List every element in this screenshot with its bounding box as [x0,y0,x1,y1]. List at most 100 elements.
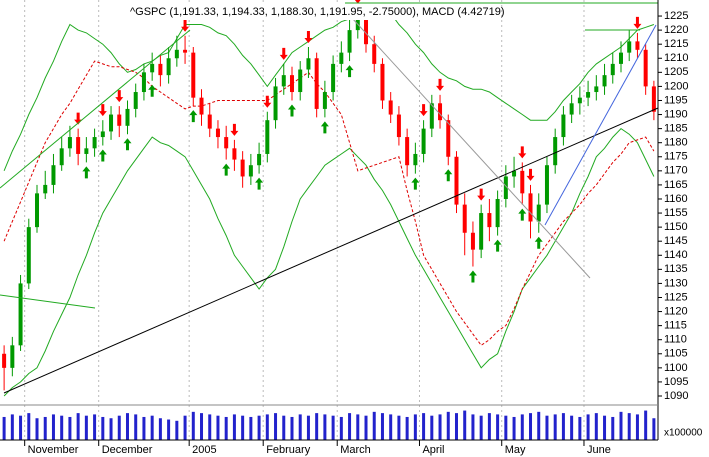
x-tick-label: December [102,444,153,456]
marks-layer [2,0,656,440]
candle-body [372,44,377,64]
volume-bar [60,415,64,440]
candle-body [569,103,574,115]
volume-bar [101,416,105,440]
candle-body [92,137,97,149]
candle-body [174,49,179,59]
buy-arrow [320,121,329,134]
volume-bar [84,415,88,440]
candle-body [602,75,607,87]
indicator-line [3,127,655,397]
volume-bar [380,413,384,440]
x-tick-label: February [266,444,311,456]
volume-bar [68,416,72,440]
y-tick-label: 1130 [664,277,688,289]
candle-body [158,63,163,76]
x-tick-label: June [587,444,611,456]
candle-body [586,92,591,98]
indicator-line [3,7,655,171]
candle-body [183,49,188,53]
candle-body [487,213,492,228]
volume-bar [561,413,565,440]
candle-body [2,353,7,368]
volume-bar [405,416,409,440]
candle-body [405,137,410,166]
candle-body [248,165,253,177]
candle-body [76,137,81,154]
volume-bar [570,415,574,440]
buy-arrow [82,166,91,179]
volume-bar [635,414,639,440]
candle-body [618,52,623,64]
volume-bar [372,411,376,440]
volume-bar [578,416,582,440]
volume-bar [134,414,138,440]
volume-bar [257,415,261,440]
volume-bar [19,415,23,440]
candle-body [421,128,426,154]
volume-bar [76,413,80,440]
y-tick-label: 1105 [664,348,688,360]
candle-body [479,213,484,250]
candle-body [265,120,270,154]
volume-bar [200,413,204,440]
volume-bar [142,416,146,440]
x-tick-label: April [422,444,444,456]
candle-body [306,58,311,70]
candle-body [59,148,64,166]
volume-bar [241,415,245,440]
volume-bar [463,410,467,440]
candle-body [503,176,508,199]
candle-body [512,170,517,177]
buy-arrow [534,236,543,249]
candle-body [232,148,237,160]
y-tick-label: 1155 [664,207,688,219]
volume-bar [51,414,55,440]
y-tick-label: 1120 [664,305,688,317]
buy-arrow [189,110,198,123]
candle-body [35,193,40,228]
candle-body [561,114,566,138]
sell-arrow [115,90,124,103]
volume-bar [586,414,590,440]
buy-arrow [148,84,157,97]
y-tick-label: 1115 [664,320,687,332]
sell-arrow [354,0,361,4]
y-tick-label: 1195 [664,94,688,106]
y-tick-label: 1145 [664,235,688,247]
candle-body [454,156,459,205]
volume-bar [117,415,121,440]
sell-arrow [181,19,190,32]
sell-arrow [526,168,535,181]
volume-bar [520,414,524,440]
y-tick-label: 1135 [664,263,688,275]
candle-body [100,131,105,138]
sell-arrow [419,104,428,117]
candle-body [109,114,114,132]
grid-layer [24,0,662,446]
candle-body [84,148,89,154]
y-tick-label: 1110 [664,334,687,346]
volume-bar [150,415,154,440]
trend-line [0,29,191,189]
volume-bar [594,413,598,440]
candle-body [257,153,262,166]
y-tick-label: 1090 [664,390,688,402]
volume-bar [93,414,97,440]
volume-bar [2,416,6,440]
candle-body [281,75,286,87]
volume-bar [619,411,623,440]
volume-unit-label: x100000 [664,428,703,439]
candle-body [125,108,130,126]
trend-line [0,294,96,309]
volume-bar [446,411,450,440]
volume-bar [167,419,171,440]
volume-bar [644,410,648,440]
y-tick-label: 1095 [664,376,688,388]
y-tick-label: 1100 [664,362,688,374]
sell-arrow [477,188,486,201]
y-tick-label: 1205 [664,66,688,78]
candle-body [544,165,549,205]
buy-arrow [411,177,420,190]
